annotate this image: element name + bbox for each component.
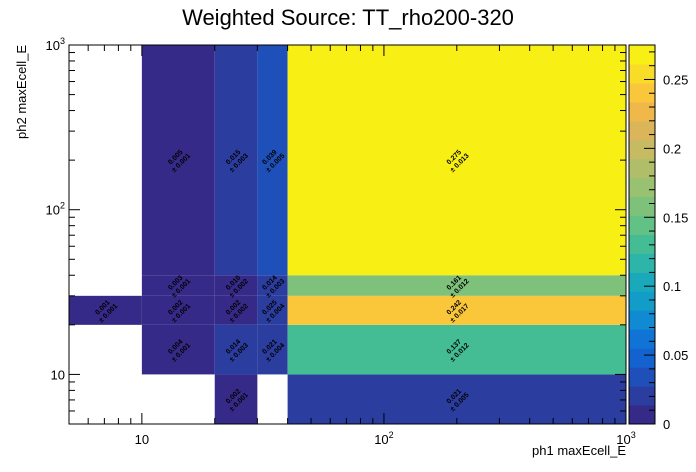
heatmap-cell bbox=[287, 45, 626, 276]
heatmap-cell bbox=[287, 295, 626, 325]
colorbar-segment bbox=[629, 329, 655, 349]
heatmap-cell bbox=[214, 374, 258, 424]
colorbar-tick-label: 0.15 bbox=[663, 210, 688, 225]
y-tick-label: 10 bbox=[51, 367, 65, 382]
heatmap-cell bbox=[287, 324, 626, 375]
x-axis: 10 102 103 bbox=[68, 45, 636, 447]
y-axis-label: ph2 maxEcell_E bbox=[14, 45, 29, 139]
heatmap-cell bbox=[257, 275, 288, 296]
chart-title: Weighted Source: TT_rho200-320 bbox=[182, 5, 514, 30]
colorbar-segment bbox=[629, 63, 655, 84]
colorbar-segment bbox=[629, 291, 655, 311]
colorbar-segment bbox=[629, 310, 655, 330]
colorbar-tick-label: 0.25 bbox=[663, 72, 688, 87]
x-tick-label: 102 bbox=[374, 430, 393, 447]
colorbar-tick-label: 0.1 bbox=[663, 279, 681, 294]
heatmap-cell bbox=[214, 45, 258, 276]
colorbar-segment bbox=[629, 196, 655, 217]
heatmap-cell bbox=[214, 275, 258, 296]
heatmap-cells bbox=[69, 45, 626, 424]
heatmap-cell bbox=[69, 295, 142, 325]
heatmap-cell bbox=[257, 45, 288, 276]
heatmap-cell bbox=[257, 324, 288, 375]
colorbar-tick-label: 0.2 bbox=[663, 141, 681, 156]
colorbar-segment bbox=[629, 82, 655, 103]
heatmap-cell bbox=[214, 324, 258, 375]
colorbar-segment bbox=[629, 386, 655, 406]
colorbar-frame bbox=[628, 44, 656, 425]
color-scale: 0 0.05 0.1 0.15 0.2 0.25 bbox=[628, 44, 688, 432]
heatmap-cell bbox=[141, 275, 215, 296]
colorbar-segment bbox=[629, 139, 655, 160]
x-tick-label: 103 bbox=[616, 430, 635, 447]
x-tick-label: 10 bbox=[135, 432, 149, 447]
heatmap-cell bbox=[214, 295, 258, 325]
x-axis-label: ph1 maxEcell_E bbox=[532, 443, 626, 458]
heatmap-cell bbox=[141, 324, 215, 375]
heatmap-cell bbox=[141, 45, 215, 276]
colorbar-segment bbox=[629, 215, 655, 235]
colorbar-segment bbox=[629, 177, 655, 198]
colorbar-tick-label: 0 bbox=[663, 417, 670, 432]
colorbar-segment bbox=[629, 405, 655, 425]
y-tick-label: 103 bbox=[46, 36, 65, 53]
heatmap-cell bbox=[287, 374, 626, 424]
heatmap-cell bbox=[287, 275, 626, 296]
heatmap-cell bbox=[141, 295, 215, 325]
plot-frame bbox=[68, 44, 627, 425]
colorbar-tick-label: 0.05 bbox=[663, 348, 688, 363]
colorbar-segment bbox=[629, 120, 655, 141]
heatmap-cell bbox=[257, 295, 288, 325]
y-axis: 10 102 103 bbox=[46, 36, 626, 425]
colorbar-segment bbox=[629, 253, 655, 273]
colorbar-segment bbox=[629, 272, 655, 292]
colorbar-segment bbox=[629, 101, 655, 122]
colorbar-segment bbox=[629, 348, 655, 368]
y-tick-label: 102 bbox=[46, 201, 65, 218]
colorbar-segment bbox=[629, 158, 655, 179]
colorbar-segment bbox=[629, 45, 655, 65]
colorbar-segment bbox=[629, 367, 655, 387]
colorbar-segment bbox=[629, 234, 655, 254]
